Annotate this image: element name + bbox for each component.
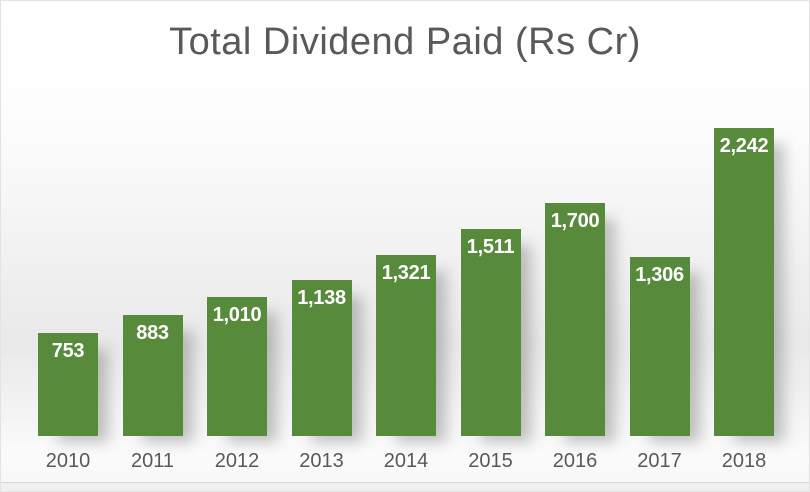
x-axis-label-2016: 2016 — [552, 450, 598, 472]
bar-value-label: 1,700 — [550, 209, 600, 232]
bar-value-label: 753 — [51, 339, 85, 362]
bar-2010: 753 — [38, 332, 98, 436]
bar-2016: 1,700 — [545, 202, 605, 436]
bar-value-label: 1,010 — [212, 304, 262, 327]
x-axis-label-2015: 2015 — [468, 450, 513, 472]
bar-value-label: 1,306 — [635, 263, 684, 286]
x-axis-label-2012: 2012 — [214, 450, 260, 472]
bar-2015: 1,511 — [460, 228, 521, 436]
x-axis-label-2013: 2013 — [299, 450, 344, 472]
bottom-edge-strip — [1, 482, 809, 491]
bar-2013: 1,138 — [291, 279, 352, 436]
x-axis-label-2010: 2010 — [45, 450, 91, 472]
bar-2018: 2,242 — [714, 128, 774, 436]
chart-title: Total Dividend Paid (Rs Cr) — [169, 21, 641, 63]
bar-value-label: 1,511 — [466, 235, 515, 258]
bar-2011: 883 — [122, 314, 183, 436]
bar-value-label: 2,242 — [719, 135, 769, 158]
bar-2014: 1,321 — [376, 254, 436, 436]
x-axis: 2010 2011 2012 2013 2014 2015 2016 2017 2018 — [38, 450, 774, 473]
x-axis-label-2011: 2011 — [130, 450, 174, 472]
x-axis-label-2018: 2018 — [721, 450, 767, 472]
bar-value-label: 1,321 — [381, 261, 431, 284]
bar-value-label: 1,138 — [297, 286, 346, 309]
x-axis-label-2014: 2014 — [383, 450, 429, 472]
x-axis-label-2017: 2017 — [637, 450, 682, 472]
plot-area: 753 883 1,010 1,138 1,321 1,511 1,700 1,306 2,24… — [38, 93, 774, 436]
bar-2012: 1,010 — [207, 297, 267, 436]
bar-2017: 1,306 — [629, 256, 690, 436]
bar-value-label: 883 — [136, 321, 169, 344]
